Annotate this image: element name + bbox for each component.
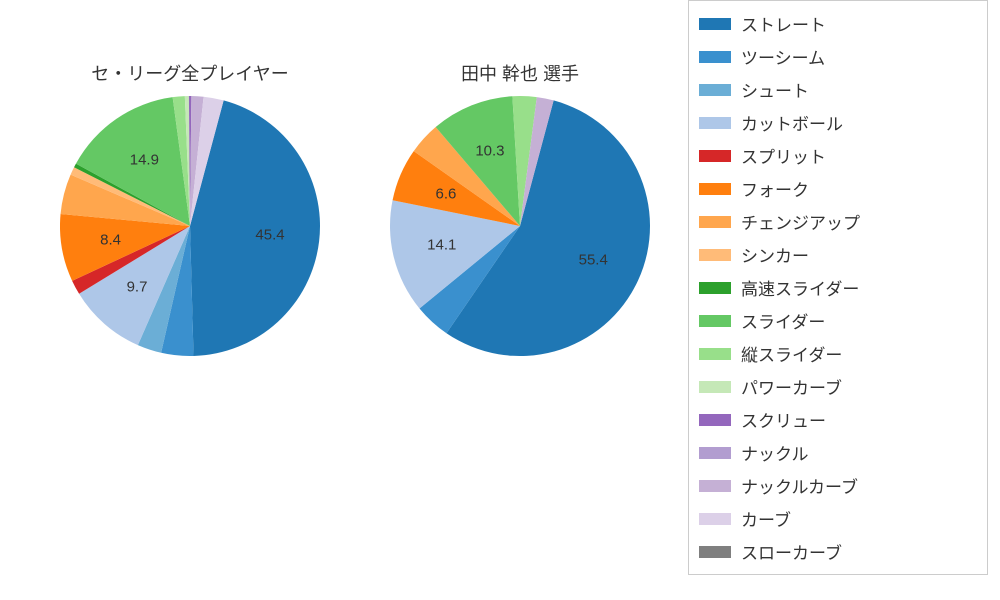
legend-item: カットボール bbox=[699, 106, 977, 139]
legend-label: チェンジアップ bbox=[741, 209, 860, 234]
chart-title: セ・リーグ全プレイヤー bbox=[30, 60, 350, 86]
legend-swatch bbox=[699, 249, 731, 261]
legend-label: 高速スライダー bbox=[741, 275, 859, 300]
legend-swatch bbox=[699, 315, 731, 327]
legend-label: シンカー bbox=[741, 242, 809, 267]
legend-swatch bbox=[699, 381, 731, 393]
legend-swatch bbox=[699, 216, 731, 228]
slice-label: 45.4 bbox=[255, 227, 284, 244]
slice-label: 10.3 bbox=[475, 143, 504, 160]
slice-label: 6.6 bbox=[436, 186, 457, 203]
legend-item: ナックル bbox=[699, 436, 977, 469]
legend-label: カーブ bbox=[741, 506, 791, 531]
legend-item: 縦スライダー bbox=[699, 337, 977, 370]
slice-label: 8.4 bbox=[100, 231, 121, 248]
legend-item: スローカーブ bbox=[699, 535, 977, 568]
legend-swatch bbox=[699, 150, 731, 162]
legend-label: ストレート bbox=[741, 11, 826, 36]
pie-chart: 田中 幹也 選手 55.4 14.1 6.6 10.3 bbox=[360, 60, 680, 356]
legend-label: 縦スライダー bbox=[741, 341, 842, 366]
legend-label: カットボール bbox=[741, 110, 843, 135]
legend-label: スクリュー bbox=[741, 407, 826, 432]
slice-label: 55.4 bbox=[579, 251, 608, 268]
legend-swatch bbox=[699, 480, 731, 492]
pie-chart: セ・リーグ全プレイヤー 45.4 9.7 8.4 14.9 bbox=[30, 60, 350, 356]
slice-label: 9.7 bbox=[127, 278, 148, 295]
legend-item: ツーシーム bbox=[699, 40, 977, 73]
legend-label: フォーク bbox=[741, 176, 809, 201]
legend-item: ストレート bbox=[699, 7, 977, 40]
legend-item: スクリュー bbox=[699, 403, 977, 436]
legend-swatch bbox=[699, 546, 731, 558]
legend-label: スプリット bbox=[741, 143, 826, 168]
legend-item: チェンジアップ bbox=[699, 205, 977, 238]
legend-swatch bbox=[699, 447, 731, 459]
legend-label: スローカーブ bbox=[741, 539, 842, 564]
legend-swatch bbox=[699, 18, 731, 30]
chart-title: 田中 幹也 選手 bbox=[360, 60, 680, 86]
legend: ストレートツーシームシュートカットボールスプリットフォークチェンジアップシンカー… bbox=[688, 0, 988, 575]
legend-item: パワーカーブ bbox=[699, 370, 977, 403]
legend-item: カーブ bbox=[699, 502, 977, 535]
legend-swatch bbox=[699, 513, 731, 525]
legend-swatch bbox=[699, 348, 731, 360]
legend-item: ナックルカーブ bbox=[699, 469, 977, 502]
legend-swatch bbox=[699, 117, 731, 129]
legend-label: シュート bbox=[741, 77, 809, 102]
legend-swatch bbox=[699, 414, 731, 426]
legend-item: スライダー bbox=[699, 304, 977, 337]
legend-label: ナックルカーブ bbox=[741, 473, 858, 498]
chart-area: セ・リーグ全プレイヤー 45.4 9.7 8.4 14.9 田中 幹也 選手 55.4 14.… bbox=[0, 0, 680, 600]
slice-label: 14.1 bbox=[427, 237, 456, 254]
legend-swatch bbox=[699, 183, 731, 195]
legend-item: 高速スライダー bbox=[699, 271, 977, 304]
legend-swatch bbox=[699, 282, 731, 294]
slice-label: 14.9 bbox=[130, 151, 159, 168]
legend-item: スプリット bbox=[699, 139, 977, 172]
legend-swatch bbox=[699, 51, 731, 63]
legend-item: シュート bbox=[699, 73, 977, 106]
legend-label: パワーカーブ bbox=[741, 374, 842, 399]
legend-label: ナックル bbox=[741, 440, 809, 465]
legend-label: ツーシーム bbox=[741, 44, 825, 69]
legend-item: シンカー bbox=[699, 238, 977, 271]
legend-swatch bbox=[699, 84, 731, 96]
legend-item: フォーク bbox=[699, 172, 977, 205]
legend-label: スライダー bbox=[741, 308, 825, 333]
